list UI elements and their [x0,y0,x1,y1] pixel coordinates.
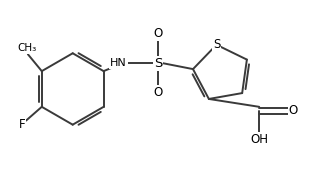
Text: O: O [153,27,163,40]
Text: CH₃: CH₃ [18,43,37,53]
Text: O: O [289,104,298,117]
Text: S: S [154,57,162,70]
Text: HN: HN [110,58,127,68]
Text: F: F [19,118,25,131]
Text: O: O [153,86,163,100]
Text: S: S [213,38,220,51]
Text: OH: OH [250,133,268,146]
